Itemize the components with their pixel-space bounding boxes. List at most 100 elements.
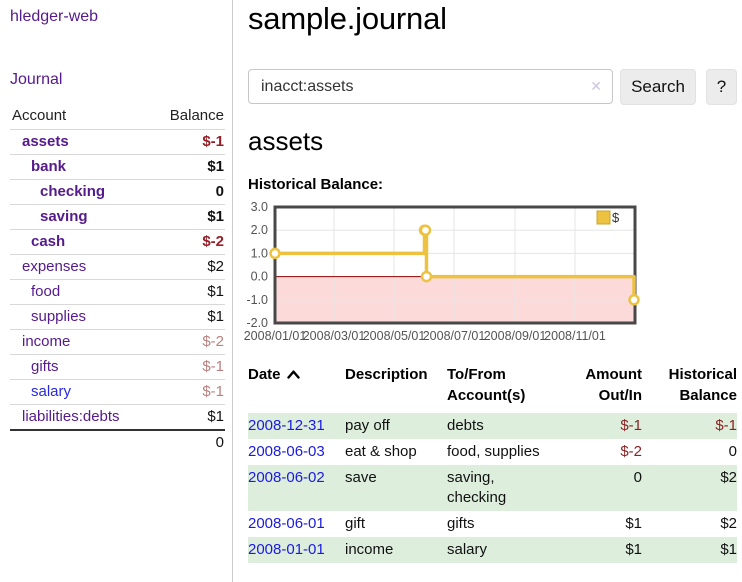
register-header-row: Date Description To/From Account(s) Amou… <box>248 362 737 413</box>
svg-text:1.0: 1.0 <box>251 246 268 260</box>
transaction-accounts: debts <box>447 417 484 434</box>
svg-text:3.0: 3.0 <box>251 200 268 214</box>
transaction-row: 2008-12-31 pay off debts $-1 $-1 <box>248 413 737 439</box>
transaction-description: income <box>345 541 394 558</box>
account-link-salary[interactable]: salary <box>31 383 72 400</box>
account-balance: $1 <box>151 279 225 305</box>
account-link-liabilities-debts[interactable]: liabilities:debts <box>22 408 120 425</box>
transaction-row: 2008-06-01 gift gifts $1 $2 <box>248 511 737 537</box>
transaction-balance: $-1 <box>715 417 737 434</box>
account-row: assets $-1 <box>10 129 225 155</box>
register-header-accounts: To/From Account(s) <box>447 366 526 404</box>
account-heading: assets <box>248 126 324 156</box>
account-row: salary $-1 <box>10 379 225 405</box>
account-balance: $-2 <box>151 229 225 255</box>
transaction-amount: $-1 <box>620 417 642 434</box>
account-link-gifts[interactable]: gifts <box>31 358 59 375</box>
svg-text:2008/07/01: 2008/07/01 <box>423 329 486 343</box>
account-link-saving[interactable]: saving <box>40 208 88 225</box>
sort-ascending-icon <box>286 364 300 385</box>
transaction-date-link[interactable]: 2008-06-02 <box>248 469 325 486</box>
transaction-amount: $-2 <box>620 443 642 460</box>
account-row: checking 0 <box>10 179 225 205</box>
transaction-date-link[interactable]: 2008-06-01 <box>248 515 325 532</box>
account-link-supplies[interactable]: supplies <box>31 308 87 325</box>
page-title: sample.journal <box>248 1 447 36</box>
transaction-balance: $1 <box>720 541 737 558</box>
svg-text:2.0: 2.0 <box>251 223 268 237</box>
svg-text:2008/11/01: 2008/11/01 <box>544 329 606 343</box>
svg-text:$: $ <box>612 210 620 225</box>
account-row: saving $1 <box>10 204 225 230</box>
transaction-amount: $1 <box>625 515 642 532</box>
account-link-bank[interactable]: bank <box>31 158 67 175</box>
account-row: expenses $2 <box>10 254 225 280</box>
chart-title: Historical Balance: <box>248 176 384 193</box>
account-balance: $-1 <box>151 129 225 155</box>
sidebar: hledger-web Journal Account Balance asse… <box>0 0 233 582</box>
transaction-date-link[interactable]: 2008-06-03 <box>248 443 325 460</box>
nav-journal-link[interactable]: Journal <box>10 71 63 88</box>
account-row: cash $-2 <box>10 229 225 255</box>
account-link-food[interactable]: food <box>31 283 61 300</box>
account-balance: $1 <box>151 404 225 430</box>
svg-text:-2.0: -2.0 <box>246 316 268 330</box>
transaction-row: 2008-01-01 income salary $1 $1 <box>248 537 737 563</box>
transaction-balance: $2 <box>720 469 737 486</box>
account-balance: $-1 <box>151 354 225 380</box>
transaction-row: 2008-06-03 eat & shop food, supplies $-2… <box>248 439 737 465</box>
search-bar: ✕ <box>248 69 613 104</box>
accounts-table: Account Balance assets $-1 bank $1 check… <box>10 103 225 455</box>
svg-text:2008/03/01: 2008/03/01 <box>303 329 366 343</box>
search-input[interactable] <box>248 69 613 104</box>
accounts-total-value: 0 <box>151 429 225 455</box>
account-balance: 0 <box>151 179 225 205</box>
accounts-total-row: 0 <box>10 429 225 455</box>
account-balance: $-1 <box>151 379 225 405</box>
account-balance: $1 <box>151 154 225 180</box>
clear-search-icon[interactable]: ✕ <box>590 78 602 94</box>
register-header-date[interactable]: Date <box>248 362 345 413</box>
accounts-header-account: Account <box>12 107 67 124</box>
account-row: income $-2 <box>10 329 225 355</box>
transaction-accounts: salary <box>447 541 488 558</box>
account-row: liabilities:debts $1 <box>10 404 225 430</box>
transaction-description: gift <box>345 515 366 532</box>
register-header-balance: Historical Balance <box>668 366 737 404</box>
help-button[interactable]: ? <box>706 69 737 105</box>
transaction-accounts: gifts <box>447 515 475 532</box>
account-balance: $2 <box>151 254 225 280</box>
transaction-accounts: saving, checking <box>447 469 507 506</box>
account-link-income[interactable]: income <box>22 333 71 350</box>
search-button[interactable]: Search <box>620 69 696 105</box>
transaction-balance: 0 <box>728 443 737 460</box>
transaction-amount: $1 <box>625 541 642 558</box>
svg-text:2008/09/01: 2008/09/01 <box>484 329 547 343</box>
brand-link[interactable]: hledger-web <box>10 8 99 25</box>
account-row: gifts $-1 <box>10 354 225 380</box>
register-header-date-label: Date <box>248 366 281 383</box>
transaction-description: pay off <box>345 417 390 434</box>
svg-text:2008/05/01: 2008/05/01 <box>363 329 426 343</box>
transaction-date-link[interactable]: 2008-01-01 <box>248 541 325 558</box>
register-header-amount: Amount Out/In <box>585 366 642 404</box>
transaction-accounts: food, supplies <box>447 443 540 460</box>
historical-balance-chart: 2008/01/012008/03/012008/05/012008/07/01… <box>244 200 640 343</box>
account-link-assets[interactable]: assets <box>22 133 69 150</box>
svg-text:0.0: 0.0 <box>251 270 268 284</box>
transaction-row: 2008-06-02 save saving, checking 0 $2 <box>248 465 737 511</box>
accounts-header-balance: Balance <box>169 107 224 124</box>
account-balance: $1 <box>151 304 225 330</box>
transaction-description: save <box>345 469 377 486</box>
account-row: bank $1 <box>10 154 225 180</box>
account-link-cash[interactable]: cash <box>31 233 66 250</box>
transaction-date-link[interactable]: 2008-12-31 <box>248 417 325 434</box>
account-link-checking[interactable]: checking <box>40 183 106 200</box>
account-row: supplies $1 <box>10 304 225 330</box>
account-link-expenses[interactable]: expenses <box>22 258 87 275</box>
register-header-description: Description <box>345 366 428 383</box>
svg-text:-1.0: -1.0 <box>246 293 268 307</box>
register-table: Date Description To/From Account(s) Amou… <box>248 362 737 563</box>
transaction-description: eat & shop <box>345 443 417 460</box>
transaction-amount: 0 <box>633 469 642 486</box>
